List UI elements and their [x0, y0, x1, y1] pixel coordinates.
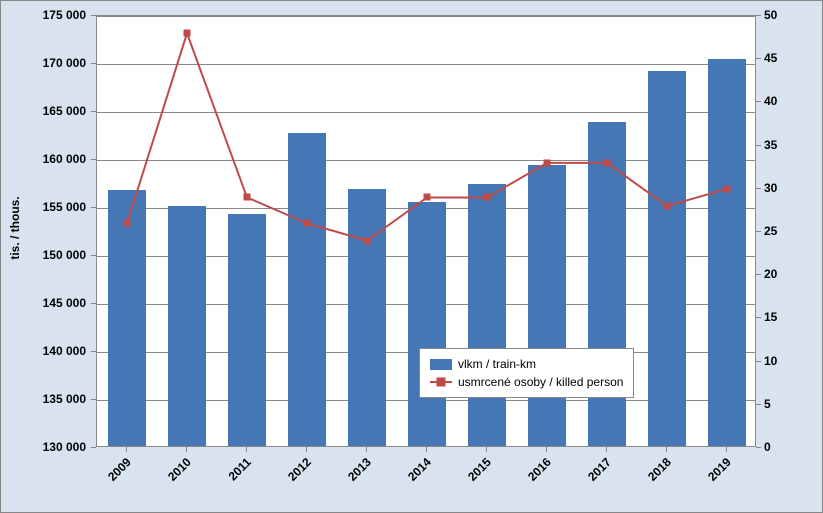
x-tick-label: 2015 [465, 455, 494, 484]
line-marker [604, 159, 611, 166]
y-right-tick-label: 45 [764, 51, 777, 65]
y-right-tick-label: 10 [764, 354, 777, 368]
y-left-tick-label: 145 000 [43, 296, 86, 310]
bar [108, 190, 145, 446]
y-left-tick-mark [91, 399, 96, 400]
bar [708, 59, 745, 446]
y-right-tick-mark [756, 231, 761, 232]
x-tick-mark [606, 447, 607, 452]
x-tick-mark [306, 447, 307, 452]
x-tick-mark [366, 447, 367, 452]
y-right-tick-mark [756, 404, 761, 405]
gridline [97, 64, 755, 65]
chart-container: tis. / thous. počet / number vlkm / trai… [0, 0, 823, 513]
line-marker [184, 30, 191, 37]
y-right-tick-mark [756, 317, 761, 318]
y-left-tick-mark [91, 111, 96, 112]
legend-item-line: usmrcené osoby / killed person [430, 373, 623, 391]
y-right-tick-mark [756, 101, 761, 102]
legend-swatch-line [430, 377, 452, 388]
x-tick-mark [666, 447, 667, 452]
line-marker [664, 203, 671, 210]
y-left-tick-label: 175 000 [43, 8, 86, 22]
y-left-tick-label: 170 000 [43, 56, 86, 70]
x-tick-label: 2016 [525, 455, 554, 484]
line-marker [364, 237, 371, 244]
y-right-tick-label: 15 [764, 310, 777, 324]
y-right-tick-label: 25 [764, 224, 777, 238]
y-right-tick-label: 40 [764, 94, 777, 108]
line-marker [424, 194, 431, 201]
y-right-tick-mark [756, 188, 761, 189]
y-left-tick-label: 140 000 [43, 344, 86, 358]
x-tick-label: 2018 [645, 455, 674, 484]
y-right-tick-label: 35 [764, 138, 777, 152]
y-right-tick-label: 30 [764, 181, 777, 195]
bar [468, 184, 505, 446]
y-right-tick-label: 5 [764, 397, 771, 411]
y-left-tick-mark [91, 159, 96, 160]
legend: vlkm / train-km usmrcené osoby / killed … [419, 348, 634, 398]
y-left-tick-label: 160 000 [43, 152, 86, 166]
x-tick-label: 2014 [405, 455, 434, 484]
line-marker [124, 220, 131, 227]
bar [228, 214, 265, 446]
y-left-tick-label: 135 000 [43, 392, 86, 406]
y-axis-left-label: tis. / thous. [8, 188, 22, 268]
legend-label-line: usmrcené osoby / killed person [458, 375, 623, 389]
y-left-tick-label: 155 000 [43, 200, 86, 214]
x-tick-label: 2012 [285, 455, 314, 484]
gridline [97, 16, 755, 17]
bar [648, 71, 685, 446]
y-left-tick-mark [91, 303, 96, 304]
x-tick-label: 2017 [585, 455, 614, 484]
y-right-tick-mark [756, 145, 761, 146]
legend-item-bars: vlkm / train-km [430, 355, 623, 373]
y-left-tick-label: 150 000 [43, 248, 86, 262]
bar [528, 165, 565, 446]
x-tick-label: 2019 [705, 455, 734, 484]
line-marker [544, 159, 551, 166]
bar [348, 189, 385, 446]
y-left-tick-mark [91, 351, 96, 352]
x-tick-mark [486, 447, 487, 452]
line-marker [484, 194, 491, 201]
y-right-tick-mark [756, 15, 761, 16]
y-left-tick-label: 130 000 [43, 440, 86, 454]
x-tick-mark [726, 447, 727, 452]
y-left-tick-mark [91, 63, 96, 64]
legend-swatch-bar [430, 359, 452, 370]
y-right-tick-mark [756, 58, 761, 59]
x-tick-mark [246, 447, 247, 452]
y-left-tick-mark [91, 447, 96, 448]
bar [288, 133, 325, 446]
x-tick-mark [186, 447, 187, 452]
line-marker [244, 194, 251, 201]
y-right-tick-mark [756, 274, 761, 275]
y-right-tick-mark [756, 447, 761, 448]
y-right-tick-label: 50 [764, 8, 777, 22]
y-left-tick-mark [91, 15, 96, 16]
y-left-tick-mark [91, 207, 96, 208]
y-left-tick-mark [91, 255, 96, 256]
y-right-tick-label: 0 [764, 440, 771, 454]
legend-label-bars: vlkm / train-km [458, 357, 536, 371]
x-tick-mark [126, 447, 127, 452]
x-tick-label: 2009 [105, 455, 134, 484]
line-marker [304, 220, 311, 227]
x-tick-label: 2013 [345, 455, 374, 484]
x-tick-mark [426, 447, 427, 452]
bar [168, 206, 205, 446]
y-right-tick-mark [756, 361, 761, 362]
x-tick-label: 2010 [165, 455, 194, 484]
bar [408, 202, 445, 446]
x-tick-mark [546, 447, 547, 452]
x-tick-label: 2011 [226, 455, 254, 483]
y-left-tick-label: 165 000 [43, 104, 86, 118]
y-right-tick-label: 20 [764, 267, 777, 281]
line-marker [724, 185, 731, 192]
